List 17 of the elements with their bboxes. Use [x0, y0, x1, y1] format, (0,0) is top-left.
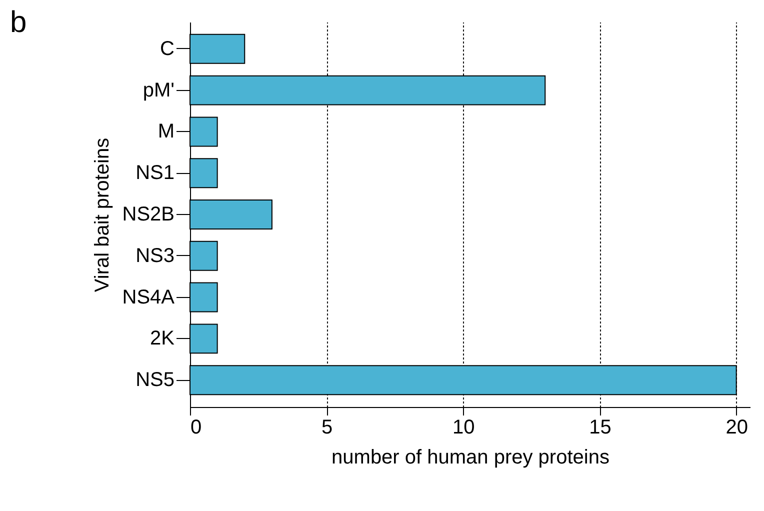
y-tick-label: NS4A [122, 286, 176, 308]
x-axis-title: number of human prey proteins [332, 446, 610, 468]
y-tick-label: NS1 [136, 162, 174, 184]
y-tick-label: NS2B [122, 204, 174, 226]
y-tick-label: NS5 [136, 369, 174, 392]
x-tick-label: 15 [589, 416, 612, 438]
y-tick-label: M [158, 120, 174, 143]
y-tick-label: pM' [142, 79, 174, 102]
text: b [10, 6, 27, 39]
x-tick-label: 0 [190, 416, 202, 438]
x-tick-label: 5 [322, 416, 333, 438]
x-tick-label: 10 [452, 416, 475, 438]
y-tick-label: NS3 [136, 244, 174, 267]
x-tick-label: 20 [726, 416, 748, 438]
y-tick-label: C [160, 38, 174, 60]
y-axis-title: Viral bait proteins [91, 138, 114, 292]
y-tick-label: 2K [150, 328, 176, 350]
